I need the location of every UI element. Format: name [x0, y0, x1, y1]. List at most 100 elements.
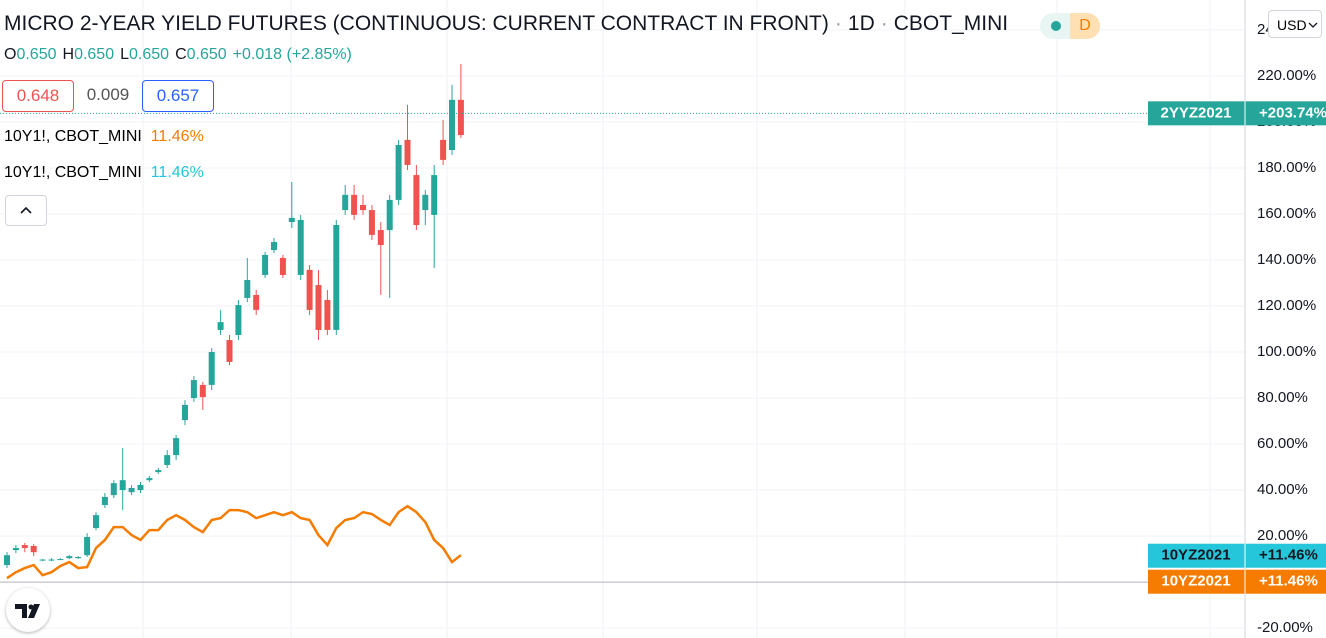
candle	[386, 194, 393, 298]
legend-entry[interactable]: 10Y1!, CBOT_MINI 11.46%	[4, 164, 204, 182]
candle-body	[324, 300, 331, 330]
candle	[315, 269, 322, 341]
candle	[101, 493, 108, 509]
candle	[4, 552, 10, 569]
spread: 0.009	[86, 85, 130, 104]
candle-body	[297, 219, 304, 275]
y-tick-label: 60.00%	[1257, 435, 1308, 452]
candle	[208, 348, 215, 390]
price-label-name: 2YYZ2021	[1161, 104, 1232, 121]
candle-body	[66, 556, 73, 559]
tradingview-logo[interactable]	[6, 588, 50, 632]
candle-body	[173, 438, 180, 456]
candle-body	[288, 217, 295, 223]
title: MICRO 2-YEAR YIELD FUTURES (CONTINUOUS: …	[4, 12, 829, 35]
y-tick-label: 220.00%	[1257, 67, 1316, 84]
candle-body	[226, 340, 233, 362]
candle	[279, 254, 286, 278]
candle-body	[360, 204, 366, 211]
candle	[360, 194, 366, 215]
candle-body	[217, 322, 224, 330]
badge: D	[1070, 13, 1100, 39]
candle-body	[386, 199, 393, 231]
candle-body	[57, 559, 64, 561]
candle-body	[279, 257, 286, 275]
y-tick-label: 80.00%	[1257, 389, 1308, 406]
ask[interactable]: 0.657	[142, 80, 214, 112]
y-tick-label: -20.00%	[1257, 619, 1313, 636]
candle	[119, 447, 126, 511]
candle	[110, 480, 117, 499]
ohlc-value: 0.650	[186, 46, 227, 63]
candle	[253, 289, 260, 315]
y-tick-label: 120.00%	[1257, 297, 1316, 314]
chevron-icon	[20, 206, 32, 214]
candle	[457, 63, 464, 139]
candle-body	[30, 545, 37, 553]
interval[interactable]: 1D	[847, 12, 875, 35]
line-series	[6, 504, 462, 580]
legend-value: 11.46%	[150, 128, 204, 145]
price-label-bg	[1148, 101, 1326, 126]
candle-body	[48, 559, 55, 561]
y-tick-label: 40.00%	[1257, 481, 1308, 498]
candle-body	[4, 555, 10, 566]
candle	[262, 251, 269, 278]
candle	[93, 512, 99, 531]
market-status[interactable]: D	[1040, 13, 1100, 39]
candle-body	[395, 144, 402, 200]
caret	[1308, 22, 1318, 28]
candle	[155, 467, 162, 474]
candle-body	[306, 269, 313, 310]
y-tick-label: 140.00%	[1257, 251, 1316, 268]
candle	[84, 533, 91, 558]
y-tick-label: 160.00%	[1257, 205, 1316, 222]
candle-body	[413, 175, 420, 226]
candle-body	[342, 194, 349, 211]
ohlc-value: 0.650	[16, 46, 57, 63]
candle-body	[84, 536, 91, 556]
ohlc-label: H	[62, 46, 75, 63]
collapse-legend-button[interactable]	[5, 195, 47, 226]
candle	[21, 542, 28, 553]
candle	[217, 309, 224, 335]
candle	[351, 184, 358, 220]
price-label-name: 10YZ2021	[1161, 547, 1230, 564]
legend-name: 10Y1!, CBOT_MINI	[4, 128, 142, 145]
ohlc-value: 0.650	[129, 46, 170, 63]
candle	[431, 164, 438, 269]
price-label: 10YZ2021 +11.46%	[1148, 543, 1326, 568]
candle-body	[262, 254, 269, 275]
price-label: 2YYZ2021 +203.74%	[1148, 101, 1326, 126]
candle-body	[235, 305, 242, 335]
candle-body	[422, 194, 429, 211]
bid[interactable]: 0.648	[2, 80, 74, 112]
candle	[395, 139, 402, 205]
candle	[324, 289, 331, 335]
ohlc-label: O	[4, 46, 17, 63]
candle	[226, 334, 233, 366]
candle	[288, 181, 295, 229]
symbol-title: MICRO 2-YEAR YIELD FUTURES (CONTINUOUS: …	[4, 12, 1009, 35]
candle-body	[377, 230, 384, 246]
y-tick-label: 180.00%	[1257, 159, 1316, 176]
currency-button[interactable]: USD	[1268, 10, 1322, 38]
candle	[297, 214, 304, 281]
candle-body	[333, 225, 340, 330]
candle-body	[137, 484, 144, 491]
candle-body	[119, 480, 126, 491]
legend-entry[interactable]: 10Y1!, CBOT_MINI 11.46%	[4, 128, 204, 146]
candle	[440, 119, 447, 165]
y-tick-label: 100.00%	[1257, 343, 1316, 360]
candle-body	[12, 548, 19, 551]
candle	[306, 265, 313, 315]
candle	[413, 164, 420, 231]
candle	[235, 300, 242, 341]
candle	[449, 84, 455, 155]
candle	[342, 184, 349, 215]
ohlc-label: L	[120, 46, 130, 63]
candle-body	[155, 470, 162, 473]
ohlc-row: O0.650 H0.650 L0.650 C0.650 +0.018 (+2.85%)	[4, 46, 352, 64]
candle	[377, 222, 384, 295]
